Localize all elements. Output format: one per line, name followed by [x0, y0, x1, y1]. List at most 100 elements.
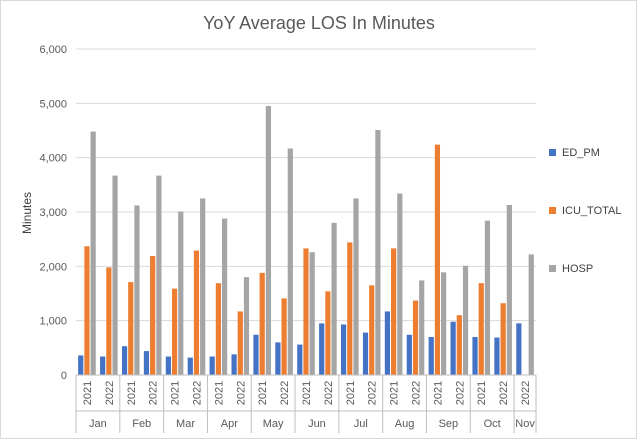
legend: ED_PM ICU_TOTAL HOSP — [549, 147, 622, 275]
bar-ed-pm — [100, 356, 106, 375]
bar-icu-total — [347, 242, 353, 375]
bar-icu-total — [303, 248, 309, 375]
bar-hosp — [90, 131, 96, 375]
bar-icu-total — [106, 267, 112, 375]
x-tick-year-label: 2022 — [498, 381, 510, 405]
bar-ed-pm — [406, 334, 412, 375]
bar-ed-pm — [450, 321, 456, 375]
bar-icu-total — [150, 256, 156, 375]
y-tick-label: 1,000 — [39, 316, 67, 328]
bar-icu-total — [237, 311, 243, 375]
bar-hosp — [265, 106, 271, 376]
bar-hosp — [221, 218, 228, 375]
bar-hosp — [287, 148, 293, 375]
bar-icu-total — [412, 300, 419, 375]
chart-title: YoY Average LOS In Minutes — [203, 13, 435, 33]
legend-label: ICU_TOTAL — [562, 205, 622, 217]
x-tick-year-label: 2021 — [126, 381, 138, 405]
bar-hosp — [528, 254, 534, 375]
bar-hosp — [375, 129, 381, 375]
bar-ed-pm — [319, 323, 325, 375]
bar-ed-pm — [494, 337, 500, 375]
x-tick-year-label: 2022 — [104, 381, 116, 405]
bar-ed-pm — [362, 332, 369, 375]
bar-ed-pm — [384, 311, 391, 375]
bar-hosp — [484, 220, 491, 375]
y-tick-label: 4,000 — [39, 153, 67, 165]
bar-icu-total — [193, 250, 200, 375]
x-tick-month-label: Nov — [515, 418, 535, 430]
x-tick-year-label: 2021 — [82, 381, 94, 405]
bar-ed-pm — [78, 355, 84, 375]
bar-ed-pm — [516, 323, 522, 375]
bar-hosp — [156, 175, 162, 375]
bar-hosp — [112, 175, 118, 375]
x-tick-month-label: Jan — [89, 418, 107, 430]
bar-icu-total — [84, 246, 90, 375]
x-tick-year-label: 2021 — [389, 381, 401, 405]
bar-ed-pm — [297, 344, 303, 375]
bar-hosp — [506, 204, 512, 375]
bar-hosp — [419, 280, 425, 375]
bar-icu-total — [171, 288, 178, 375]
bar-icu-total — [456, 315, 462, 375]
x-tick-year-label: 2022 — [148, 381, 160, 405]
bar-hosp — [397, 193, 403, 375]
bar-icu-total — [369, 285, 375, 375]
x-tick-month-label: Mar — [176, 418, 195, 430]
bar-ed-pm — [428, 336, 434, 375]
bar-hosp — [200, 198, 206, 375]
bar-ed-pm — [275, 342, 281, 375]
legend-swatch — [549, 265, 556, 272]
bar-ed-pm — [209, 356, 215, 375]
x-tick-year-label: 2021 — [170, 381, 182, 405]
x-tick-month-label: Oct — [484, 418, 501, 430]
bar-hosp — [134, 205, 140, 375]
x-tick-month-label: Jul — [354, 418, 368, 430]
bar-icu-total — [281, 298, 287, 375]
bar-ed-pm — [143, 351, 150, 375]
bar-hosp — [353, 198, 359, 375]
bar-icu-total — [128, 282, 134, 375]
x-tick-year-label: 2022 — [367, 381, 379, 405]
bar-ed-pm — [231, 354, 237, 375]
bar-ed-pm — [253, 334, 259, 375]
x-tick-year-label: 2021 — [345, 381, 357, 405]
bar-icu-total — [434, 144, 441, 375]
x-tick-year-label: 2022 — [520, 381, 532, 405]
x-tick-year-label: 2021 — [301, 381, 313, 405]
y-tick-label: 2,000 — [39, 261, 67, 273]
y-tick-label: 5,000 — [39, 98, 67, 110]
bar-ed-pm — [187, 357, 193, 375]
bar-hosp — [441, 272, 447, 375]
bar-icu-total — [500, 303, 506, 375]
bar-hosp — [178, 211, 184, 375]
x-axis: 2021 2022 2021 2022 2021 2022 2021 2022 2021 2022… — [75, 374, 537, 433]
legend-label: HOSP — [562, 263, 593, 275]
bars — [78, 106, 534, 376]
x-tick-year-label: 2021 — [476, 381, 488, 405]
x-tick-year-label: 2022 — [191, 381, 203, 405]
bar-icu-total — [391, 248, 397, 375]
x-tick-year-label: 2021 — [432, 381, 444, 405]
x-tick-month-label: May — [263, 418, 284, 430]
bar-ed-pm — [165, 356, 171, 375]
bar-icu-total — [259, 272, 265, 375]
y-tick-label: 0 — [61, 370, 67, 382]
x-tick-month-label: Feb — [132, 418, 151, 430]
legend-swatch — [549, 149, 556, 156]
bar-hosp — [243, 277, 250, 375]
bar-ed-pm — [341, 324, 347, 375]
x-tick-year-label: 2021 — [257, 381, 269, 405]
y-tick-label: 6,000 — [39, 44, 67, 56]
bar-ed-pm — [121, 346, 128, 375]
x-tick-year-label: 2022 — [411, 381, 423, 405]
bar-hosp — [331, 222, 337, 375]
x-tick-month-label: Apr — [221, 418, 238, 430]
bar-icu-total — [478, 283, 484, 375]
x-tick-year-label: 2022 — [454, 381, 466, 405]
x-tick-year-label: 2021 — [213, 381, 225, 405]
bar-icu-total — [325, 291, 331, 375]
bar-hosp — [309, 252, 315, 375]
